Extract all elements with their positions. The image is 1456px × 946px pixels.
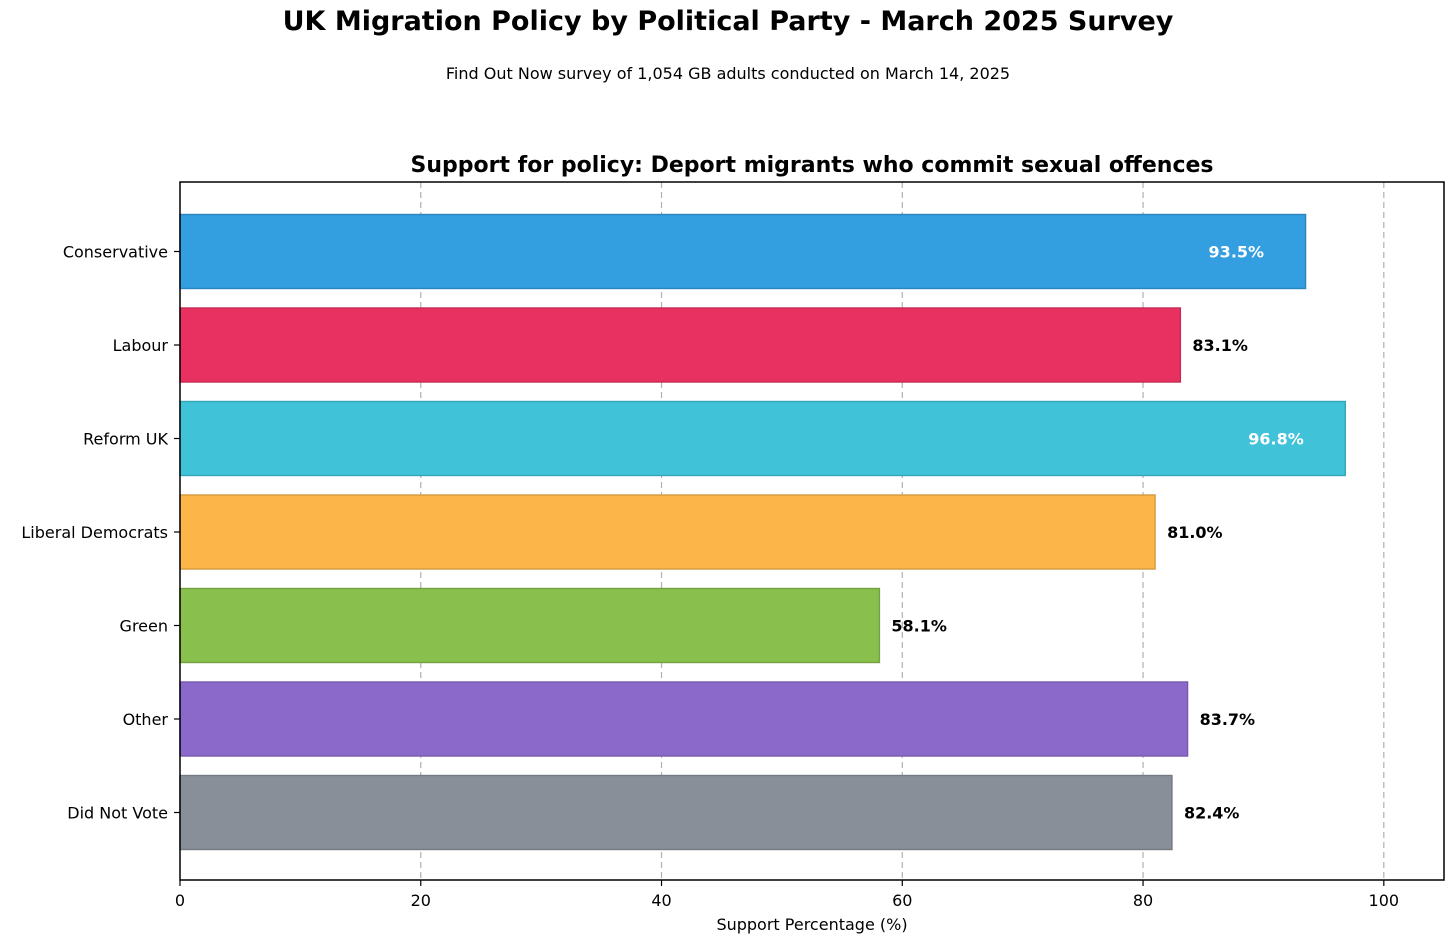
bar <box>179 681 1189 757</box>
data-label: 82.4% <box>1184 804 1240 823</box>
y-tick-label: Green <box>120 617 168 636</box>
plot-frame <box>179 181 1445 881</box>
value-labels: 93.5% 83.1% 96.8% 81.0% 58.1% 83.7% 82.4% <box>891 243 1303 823</box>
x-tick-label: 20 <box>411 891 431 910</box>
figure-title: UK Migration Policy by Political Party -… <box>282 6 1174 37</box>
data-label: 58.1% <box>891 617 947 636</box>
y-tick-label: Reform UK <box>83 430 168 449</box>
data-label: 83.1% <box>1192 336 1248 355</box>
x-tick-label: 0 <box>175 891 185 910</box>
data-label: 96.8% <box>1248 430 1304 449</box>
data-label: 81.0% <box>1167 523 1223 542</box>
x-tick-label: 100 <box>1369 891 1400 910</box>
y-tick-label: Did Not Vote <box>67 804 168 823</box>
y-tick-label: Liberal Democrats <box>21 523 168 542</box>
bar <box>179 494 1156 570</box>
bar <box>179 400 1346 477</box>
y-axis: Conservative Labour Reform UK Liberal Democ… <box>21 243 180 823</box>
y-tick-label: Labour <box>113 336 169 355</box>
bar <box>179 587 881 664</box>
bars <box>179 213 1346 851</box>
x-axis: 0 20 40 60 80 100 <box>175 880 1399 910</box>
x-tick-label: 80 <box>1133 891 1153 910</box>
y-tick-label: Other <box>123 710 169 729</box>
x-tick-label: 60 <box>892 891 912 910</box>
x-axis-label: Support Percentage (%) <box>716 915 907 934</box>
y-tick-label: Conservative <box>63 243 168 262</box>
bar <box>179 213 1307 290</box>
figure-subtitle: Find Out Now survey of 1,054 GB adults c… <box>445 64 1011 83</box>
data-label: 93.5% <box>1209 243 1265 262</box>
bar <box>179 307 1182 383</box>
data-label: 83.7% <box>1200 710 1256 729</box>
grid-lines <box>420 182 1385 880</box>
bar <box>179 774 1173 851</box>
x-tick-label: 40 <box>651 891 671 910</box>
chart-title: Support for policy: Deport migrants who … <box>411 153 1214 178</box>
